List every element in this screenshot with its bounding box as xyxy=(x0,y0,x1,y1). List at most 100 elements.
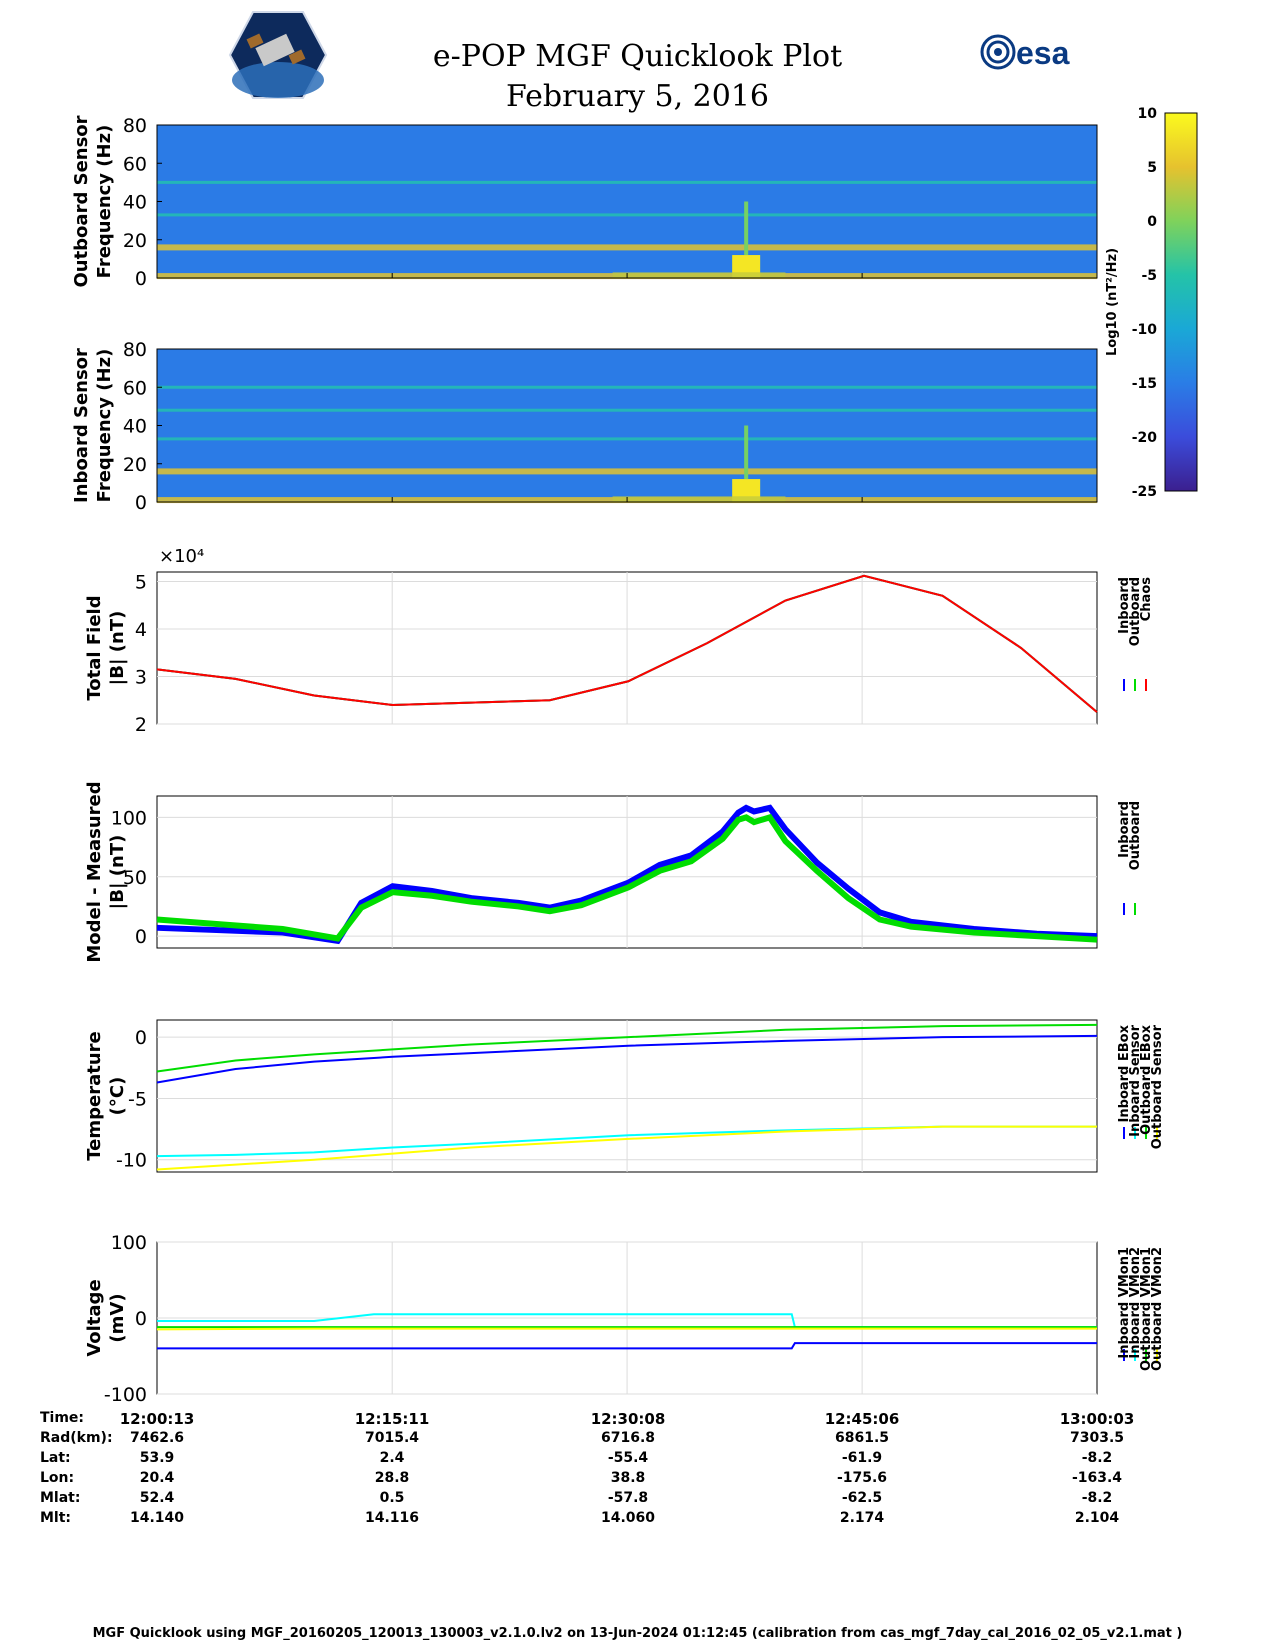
ephemeris-value: 20.4 xyxy=(139,1470,175,1486)
series-line xyxy=(156,813,1098,943)
spectral-line xyxy=(157,437,1097,441)
y-tick-label: 0 xyxy=(135,1308,147,1330)
ephemeris-label: Time: xyxy=(40,1410,85,1426)
y-tick-label: 100 xyxy=(111,807,147,829)
spectral-line xyxy=(157,408,1097,412)
ephemeris-value: -8.2 xyxy=(1081,1450,1113,1466)
ephemeris-value: 12:45:06 xyxy=(824,1410,900,1428)
esa-logo-text: esa xyxy=(1016,35,1070,71)
legend-label: Outboard VMon2 xyxy=(1150,1247,1165,1371)
esa-logo: esa xyxy=(978,30,1088,75)
cassiope-logo xyxy=(228,10,328,100)
y-axis-label: Temperature xyxy=(84,1031,105,1160)
legend-label: Outboard VMon1 xyxy=(1139,1247,1154,1371)
y-axis-label: (mV) xyxy=(107,1293,128,1342)
ephemeris-value: 0.5 xyxy=(379,1490,405,1506)
y-tick-label: 80 xyxy=(123,115,147,137)
spectrogram-background xyxy=(157,125,1097,278)
spectral-line xyxy=(157,213,1097,217)
y-tick-label: -10 xyxy=(116,1150,147,1172)
series-line xyxy=(156,1327,1097,1331)
y-tick-label: 20 xyxy=(123,454,147,476)
colorbar-tick-label: 0 xyxy=(1147,214,1157,230)
ephemeris-value: -8.2 xyxy=(1081,1490,1113,1506)
y-tick-label: 60 xyxy=(123,153,147,175)
y-tick-label: 0 xyxy=(135,1027,147,1049)
ephemeris-label: Mlt: xyxy=(40,1510,72,1526)
series-line xyxy=(156,1034,1098,1084)
y-tick-label: 4 xyxy=(135,619,147,641)
y-axis-label: Frequency (Hz) xyxy=(94,125,115,279)
legend-label: Inboard xyxy=(1117,801,1132,858)
colorbar-tick-label: -5 xyxy=(1141,268,1157,284)
ephemeris-label: Rad(km): xyxy=(40,1430,113,1446)
y-tick-label: 50 xyxy=(123,867,147,889)
chart-title-line2: February 5, 2016 xyxy=(505,79,769,114)
legend-label: Inboard VMon1 xyxy=(1117,1247,1132,1359)
y-tick-label: -5 xyxy=(128,1088,147,1110)
spectral-line xyxy=(157,468,1097,475)
burst-spike xyxy=(744,425,749,480)
colorbar-tick-label: -10 xyxy=(1132,322,1158,338)
spectral-line xyxy=(157,244,1097,251)
ephemeris-value: 6716.8 xyxy=(600,1430,656,1446)
ephemeris-value: 12:30:08 xyxy=(590,1410,666,1428)
plot-total-field xyxy=(156,571,1147,725)
plot-voltage xyxy=(156,1241,1158,1395)
legend-label: Outboard Sensor xyxy=(1150,1024,1165,1149)
ephemeris-value: 13:00:03 xyxy=(1059,1410,1135,1428)
ephemeris-value: 52.4 xyxy=(139,1490,175,1506)
series-line xyxy=(156,574,1098,713)
series-line xyxy=(156,1023,1098,1073)
ephemeris-value: 53.9 xyxy=(139,1450,175,1466)
colorbar-tick-label: -15 xyxy=(1132,376,1157,392)
ephemeris-value: 14.060 xyxy=(600,1510,656,1526)
y-axis-label: Model - Measured xyxy=(84,781,105,962)
y-tick-label: 60 xyxy=(123,377,147,399)
y-tick-label: 5 xyxy=(135,572,147,594)
series-line xyxy=(156,804,1098,945)
y-tick-label: 20 xyxy=(123,230,147,252)
low-band-activity xyxy=(612,272,786,278)
legend-label: Outboard xyxy=(1128,577,1143,646)
series-line xyxy=(156,1125,1097,1171)
y-axis-label: Total Field xyxy=(84,595,105,700)
series-line xyxy=(157,1342,1097,1350)
spectral-line xyxy=(157,180,1097,184)
y-tick-label: 40 xyxy=(123,192,147,214)
ephemeris-value: 2.104 xyxy=(1074,1510,1120,1526)
spectrogram-outboard xyxy=(156,124,1098,280)
spectral-line xyxy=(157,385,1097,389)
y-tick-label: 0 xyxy=(135,926,147,948)
ephemeris-value: -61.9 xyxy=(841,1450,883,1466)
y-tick-label: 100 xyxy=(111,1232,147,1254)
y-axis-label: Outboard Sensor xyxy=(71,115,92,287)
low-band-activity xyxy=(612,496,786,502)
y-tick-label: 0 xyxy=(135,492,147,514)
ephemeris-value: 28.8 xyxy=(374,1470,410,1486)
colorbar-label: Log10 (nT²/Hz) xyxy=(1105,248,1120,356)
ephemeris-value: -62.5 xyxy=(841,1490,883,1506)
y-axis-label: (°C) xyxy=(107,1077,128,1116)
legend-label: Inboard Sensor xyxy=(1128,1024,1143,1136)
ephemeris-label: Lon: xyxy=(40,1470,75,1486)
spectrogram-inboard xyxy=(156,348,1098,504)
legend-label: Inboard EBox xyxy=(1117,1024,1132,1122)
y-axis-label: Inboard Sensor xyxy=(71,348,92,503)
plot-temperature xyxy=(156,1019,1158,1173)
ephemeris-value: 12:00:13 xyxy=(119,1410,195,1428)
chart-title-line1: e-POP MGF Quicklook Plot xyxy=(432,39,843,74)
y-tick-label: 0 xyxy=(135,268,147,290)
ephemeris-value: 14.140 xyxy=(129,1510,185,1526)
legend-label: Inboard VMon2 xyxy=(1128,1247,1143,1359)
colorbar-tick-label: 10 xyxy=(1138,106,1158,122)
ephemeris-value: 7015.4 xyxy=(364,1430,420,1446)
spectrogram-background xyxy=(157,349,1097,502)
legend-label: Outboard EBox xyxy=(1139,1024,1154,1134)
ephemeris-value: 2.174 xyxy=(839,1510,885,1526)
axis-multiplier: ×10⁴ xyxy=(159,546,204,567)
burst-spike xyxy=(744,201,749,256)
y-axis-label: |B| (nT) xyxy=(107,835,128,910)
legend-label: Inboard xyxy=(1117,577,1132,634)
ephemeris-value: 38.8 xyxy=(610,1470,646,1486)
